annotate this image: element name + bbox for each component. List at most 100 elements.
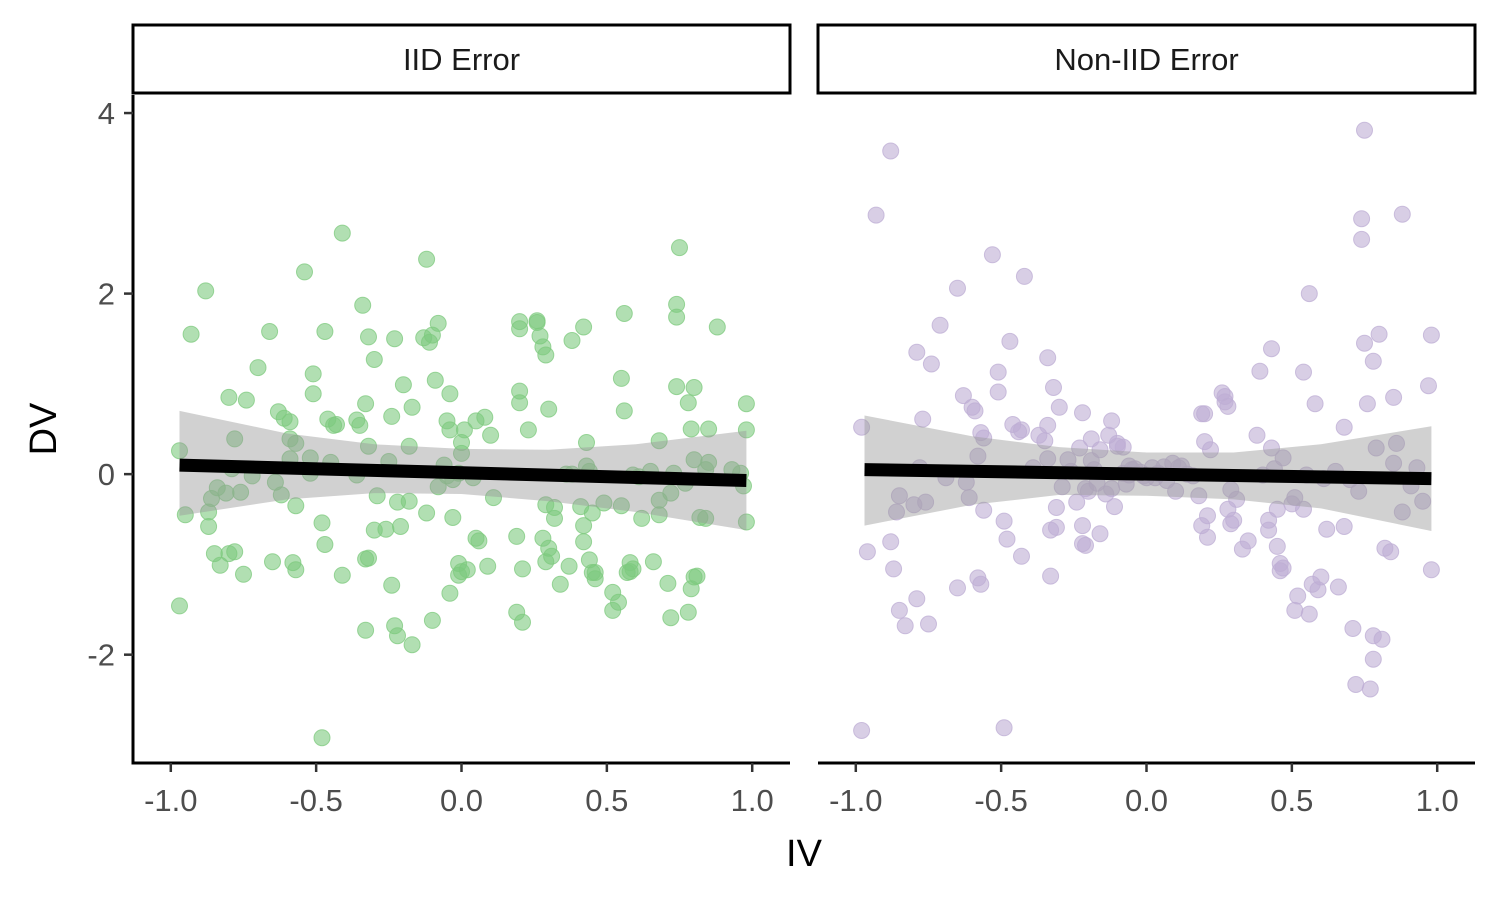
facet-1-point-181	[682, 420, 700, 438]
facet-2-point-54	[1042, 567, 1060, 585]
facet-2-point-184	[1422, 561, 1440, 579]
facet-2-point-46	[1015, 267, 1033, 285]
facet-1-point-4	[182, 325, 200, 343]
facet-1-point-62	[365, 351, 383, 368]
facet-2-point-79	[1103, 412, 1121, 430]
facet-1-point-3	[176, 506, 194, 524]
facet-1-point-72	[392, 518, 409, 535]
facet-2-point-162	[1356, 121, 1373, 139]
facet-2-strip	[816, 23, 1477, 95]
facet-1-point-168	[650, 432, 668, 450]
facet-2-point-83	[1114, 438, 1132, 456]
facet-2-point-163	[1356, 334, 1373, 352]
facet-2-point-183	[1422, 326, 1440, 344]
facet-1-point-132	[546, 499, 563, 516]
facet-2-point-1	[853, 722, 871, 739]
facet-2-point-173	[1382, 543, 1400, 561]
facet-2-point-138	[1286, 601, 1304, 619]
facet-1-point-129	[540, 400, 558, 418]
facet-2-point-13	[908, 343, 926, 361]
facet-2-point-141	[1295, 363, 1312, 381]
facet-2-point-63	[1071, 439, 1089, 457]
facet-1-point-84	[426, 371, 444, 389]
facet-1-point-195	[737, 513, 755, 531]
facet-2-point-182	[1420, 377, 1437, 395]
facet-2-point-119	[1225, 511, 1243, 529]
facet-1-strip	[131, 23, 792, 95]
facet-2-point-28	[966, 402, 984, 420]
facet-2-point-56	[1047, 518, 1065, 536]
facet-1-point-172	[662, 484, 680, 502]
facet-1-point-58	[360, 437, 377, 455]
facet-2-point-154	[1335, 418, 1353, 436]
facet-2-point-39	[995, 512, 1013, 530]
facet-2-point-7	[885, 560, 903, 578]
facet-1-point-121	[528, 312, 546, 330]
facet-1-point-11	[211, 556, 229, 574]
facet-1-point-67	[383, 576, 401, 594]
facet-1-point-27	[272, 486, 290, 504]
facet-1-point-59	[360, 328, 377, 346]
facet-1-point-171	[662, 609, 680, 627]
facet-1-point-156	[615, 305, 633, 322]
facet-1-point-5	[197, 282, 215, 300]
facet-2-point-161	[1353, 230, 1371, 248]
facet-1-point-126	[537, 346, 555, 364]
facet-2-x-tick-label-4: 0.5	[1270, 783, 1313, 818]
facet-2-point-41	[1001, 332, 1019, 350]
facet-1-point-60	[360, 549, 377, 567]
facet-2-point-132	[1268, 500, 1286, 518]
facet-1-point-143	[578, 434, 595, 451]
facet-1-point-91	[441, 421, 459, 439]
facet-1-strip-label: IID Error	[403, 42, 520, 77]
facet-2-point-58	[1050, 398, 1068, 416]
facet-2-strip-label: Non-IID Error	[1054, 42, 1238, 77]
facet-2-point-174	[1385, 454, 1403, 472]
facet-1-point-33	[287, 561, 305, 579]
facet-2-point-5	[882, 142, 900, 160]
facet-2-point-111	[1202, 441, 1219, 459]
facet-2-point-2	[853, 418, 871, 436]
facet-1-point-90	[441, 584, 459, 602]
facet-2-point-20	[931, 316, 949, 334]
facet-2-point-19	[922, 355, 940, 373]
facet-1-point-130	[543, 547, 561, 565]
facet-1-point-162	[624, 560, 642, 578]
facet-2-x-tick-label-5: 1.0	[1416, 783, 1459, 818]
facet-2-point-147	[1306, 395, 1324, 413]
facet-2-point-110	[1199, 528, 1216, 546]
facet-2-point-36	[989, 363, 1007, 381]
facet-1-point-141	[575, 533, 593, 551]
facet-1-point-36	[296, 263, 313, 281]
facet-2-point-166	[1364, 352, 1382, 370]
facet-1-point-119	[519, 421, 537, 439]
facet-2-point-14	[908, 590, 926, 608]
facet-1-point-170	[659, 574, 677, 592]
facet-1-point-136	[563, 332, 581, 349]
facet-2-point-175	[1385, 388, 1403, 406]
facet-1-point-94	[444, 509, 462, 526]
facet-1-point-79	[418, 504, 436, 522]
facet-1-point-69	[386, 330, 404, 348]
y-tick-label-1: 4	[98, 96, 115, 131]
facet-1-point-186	[688, 567, 706, 585]
facet-1-point-116	[511, 320, 529, 338]
facet-1-point-66	[383, 407, 401, 425]
facet-2-point-74	[1091, 525, 1109, 543]
facet-2-point-120	[1228, 490, 1246, 508]
facet-2-point-99	[1167, 482, 1185, 500]
facet-1-point-109	[482, 426, 500, 444]
facet-1-point-180	[679, 394, 697, 412]
facet-2-point-44	[1013, 421, 1030, 439]
facet-2-point-109	[1199, 507, 1216, 525]
facet-1-point-102	[458, 561, 476, 579]
facet-1-point-18	[232, 483, 250, 501]
facet-1-x-tick-label-1: -1.0	[144, 783, 197, 818]
facet-1-point-196	[737, 395, 755, 413]
facet-2-point-23	[949, 279, 966, 297]
facet-1-point-22	[249, 359, 267, 377]
facet-1-point-2	[171, 597, 188, 615]
facet-1-point-34	[287, 434, 305, 452]
facet-1-point-35	[287, 497, 305, 515]
